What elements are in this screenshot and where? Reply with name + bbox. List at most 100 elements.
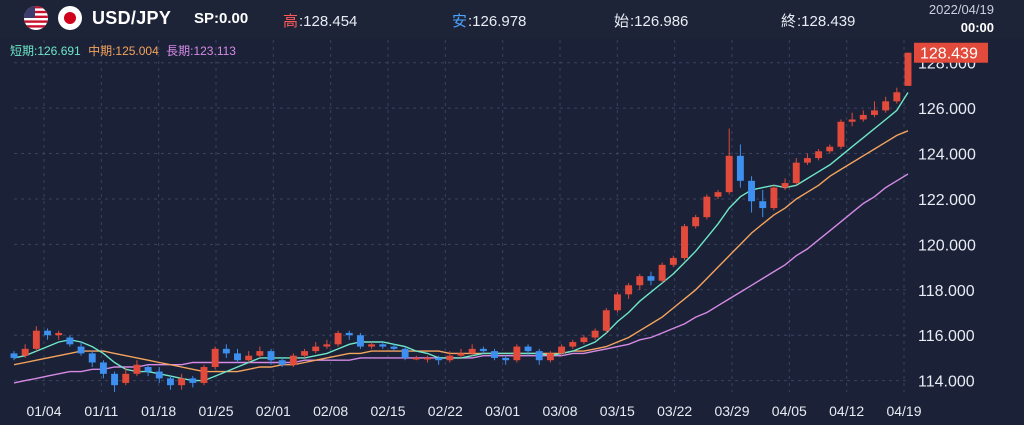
candle-body xyxy=(32,330,40,349)
y-axis-labels: 128.000126.000124.000122.000120.000118.0… xyxy=(918,56,976,391)
candle xyxy=(848,112,856,127)
candle-body xyxy=(323,344,331,347)
candle-body xyxy=(166,378,174,386)
y-tick-label: 122.000 xyxy=(918,192,976,209)
candle xyxy=(491,348,498,361)
moving-averages xyxy=(13,92,909,384)
candle-body xyxy=(222,348,230,354)
candle xyxy=(882,96,890,113)
candle xyxy=(345,330,353,340)
ma-short-value: 短期:126.691 xyxy=(10,44,81,58)
candle xyxy=(390,344,398,352)
candle xyxy=(424,355,431,363)
candle-body xyxy=(681,226,688,259)
candle xyxy=(535,348,543,365)
candle-body xyxy=(904,52,912,86)
candle xyxy=(748,176,756,213)
high-price: 高:128.454 xyxy=(283,13,358,30)
price-tag-box xyxy=(914,42,988,63)
candle xyxy=(569,339,577,349)
candle xyxy=(312,342,320,354)
candle xyxy=(736,144,744,188)
candle-body xyxy=(424,357,431,360)
candle xyxy=(613,292,621,313)
candle-body xyxy=(647,276,655,281)
candle xyxy=(479,346,487,354)
candle-body xyxy=(446,355,454,361)
x-tick-label: 04/05 xyxy=(772,403,807,419)
candle-body xyxy=(580,337,588,343)
candle xyxy=(625,282,633,299)
candle-body xyxy=(848,119,856,122)
open-price: 始:126.986 xyxy=(614,13,689,30)
candle-body xyxy=(10,353,18,358)
candle xyxy=(826,144,834,154)
x-axis-labels: 01/04 01/11 01/18 01/25 02/01 02/08 02/15 02/22… xyxy=(26,403,921,419)
candle-body xyxy=(435,357,443,361)
y-tick-label: 120.000 xyxy=(918,237,976,254)
candle xyxy=(435,355,443,365)
ma-legend: 短期:126.691 中期:125.004 長期:123.113 xyxy=(10,42,240,59)
candle xyxy=(681,223,688,261)
candle-body xyxy=(234,353,241,361)
candle-body xyxy=(401,348,409,358)
candle xyxy=(871,101,878,118)
candle-body xyxy=(613,294,621,311)
close-price: 終:128.439 xyxy=(781,13,856,30)
candle-body xyxy=(658,264,666,281)
candle xyxy=(803,153,811,165)
candle xyxy=(781,178,789,190)
candle xyxy=(636,273,644,290)
candle-body xyxy=(625,285,633,295)
candle-body xyxy=(893,92,901,102)
candle xyxy=(178,373,186,390)
currency-pair[interactable]: USD/JPY xyxy=(92,8,172,28)
candle xyxy=(10,351,18,361)
candlestick-chart[interactable]: 128.000126.000124.000122.000120.000118.0… xyxy=(0,38,1024,425)
candle xyxy=(502,355,510,365)
candle-body xyxy=(815,151,823,159)
candle-body xyxy=(871,110,878,115)
candle-body xyxy=(390,346,398,349)
candle-body xyxy=(334,332,342,345)
candle xyxy=(77,342,85,356)
candle xyxy=(379,342,387,349)
candle xyxy=(166,376,174,390)
x-tick-label: 02/15 xyxy=(370,403,405,419)
candle-body xyxy=(502,357,510,361)
candle-body xyxy=(312,346,320,352)
candle-body xyxy=(44,330,51,336)
candle xyxy=(200,364,208,386)
ma-short-line xyxy=(13,92,909,382)
candle xyxy=(770,185,778,211)
us-flag-icon xyxy=(24,6,48,30)
candle-body xyxy=(714,192,722,197)
candle-body xyxy=(513,346,521,361)
x-tick-label: 01/25 xyxy=(198,403,233,419)
candle-body xyxy=(636,276,644,286)
candle-body xyxy=(569,342,577,347)
x-tick-label: 03/01 xyxy=(485,403,520,419)
candle xyxy=(301,348,309,358)
current-price-tag: 128.439 xyxy=(914,42,988,63)
candle-body xyxy=(457,353,465,356)
candle xyxy=(692,214,700,229)
candle-body xyxy=(99,362,107,374)
y-tick-label: 118.000 xyxy=(918,283,975,300)
x-tick-label: 03/08 xyxy=(542,403,577,419)
candle-body xyxy=(546,353,554,361)
candle xyxy=(602,307,610,333)
candle xyxy=(256,346,264,358)
x-tick-label: 03/22 xyxy=(657,403,692,419)
candle-body xyxy=(859,114,867,120)
candle xyxy=(289,353,297,368)
candle xyxy=(189,376,197,388)
candle-body xyxy=(826,146,834,152)
candle-body xyxy=(748,180,756,202)
candle-body xyxy=(122,373,130,383)
candle xyxy=(55,330,63,340)
candle-body xyxy=(144,367,152,372)
candle xyxy=(211,346,219,370)
candle-body xyxy=(301,351,309,356)
candle xyxy=(88,351,96,368)
